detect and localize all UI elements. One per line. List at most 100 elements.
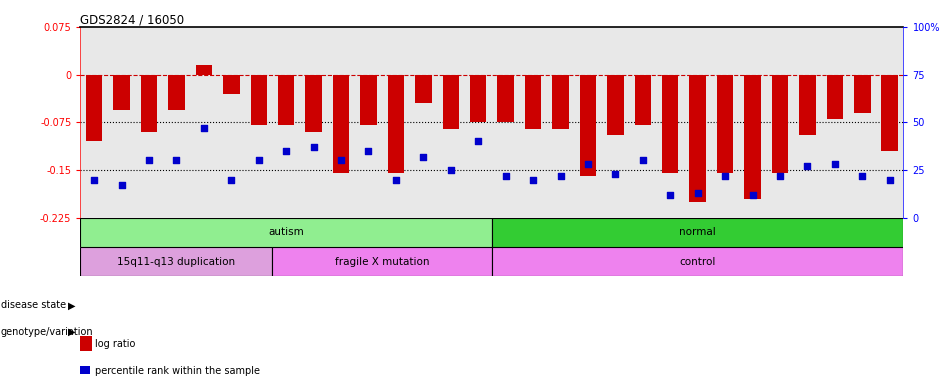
Bar <box>876 27 903 218</box>
Bar <box>717 74 733 173</box>
Bar <box>223 74 239 94</box>
Point <box>690 190 705 196</box>
Text: GDS2824 / 16050: GDS2824 / 16050 <box>80 14 184 27</box>
Bar <box>574 27 602 218</box>
Bar <box>108 27 135 218</box>
Bar <box>745 74 761 199</box>
Bar <box>849 27 876 218</box>
Bar <box>799 74 815 135</box>
Bar <box>525 74 541 129</box>
Bar <box>163 27 190 218</box>
Bar <box>498 74 514 122</box>
Text: normal: normal <box>679 227 716 237</box>
Bar <box>464 27 492 218</box>
Point <box>470 138 486 144</box>
Bar <box>711 27 739 218</box>
Bar <box>580 74 596 176</box>
Point <box>114 182 129 189</box>
Text: ▶: ▶ <box>68 327 76 337</box>
Point <box>717 173 732 179</box>
Bar <box>635 74 651 126</box>
Point <box>772 173 787 179</box>
Text: disease state: disease state <box>1 300 66 310</box>
Bar <box>168 74 184 109</box>
Bar <box>607 74 623 135</box>
Bar <box>141 74 157 132</box>
Point <box>854 173 869 179</box>
Point <box>580 161 596 167</box>
Bar <box>382 27 410 218</box>
Bar <box>629 27 657 218</box>
Bar <box>552 74 569 129</box>
Bar <box>327 27 355 218</box>
Point <box>87 177 101 183</box>
Point <box>141 157 156 164</box>
Point <box>552 173 568 179</box>
Bar <box>492 218 903 247</box>
Bar <box>739 27 766 218</box>
Point <box>415 154 430 160</box>
Bar <box>388 74 404 173</box>
Bar <box>662 74 678 173</box>
Bar <box>690 74 706 202</box>
Bar <box>415 74 431 103</box>
Bar <box>772 74 788 173</box>
Bar <box>272 27 300 218</box>
Bar <box>278 74 294 126</box>
Bar <box>794 27 821 218</box>
Bar <box>492 27 519 218</box>
Point <box>882 177 897 183</box>
Bar <box>854 74 870 113</box>
Bar <box>492 247 903 276</box>
Point <box>333 157 348 164</box>
Text: control: control <box>679 257 716 267</box>
Point <box>168 157 184 164</box>
Bar <box>519 27 547 218</box>
Point <box>607 171 622 177</box>
Point <box>278 148 293 154</box>
Text: percentile rank within the sample: percentile rank within the sample <box>95 366 259 376</box>
Bar <box>437 27 464 218</box>
Bar <box>196 65 212 74</box>
Point <box>745 192 761 198</box>
Point <box>196 125 211 131</box>
Text: fragile X mutation: fragile X mutation <box>335 257 429 267</box>
Point <box>223 177 238 183</box>
Point <box>525 177 540 183</box>
Point <box>827 161 842 167</box>
Point <box>388 177 403 183</box>
Bar <box>470 74 486 122</box>
Bar <box>86 74 102 141</box>
Bar <box>766 27 794 218</box>
Point <box>443 167 458 173</box>
Bar <box>827 74 843 119</box>
Bar <box>218 27 245 218</box>
Bar <box>80 27 108 218</box>
Text: log ratio: log ratio <box>95 339 135 349</box>
Bar <box>684 27 711 218</box>
Text: autism: autism <box>269 227 304 237</box>
Text: 15q11-q13 duplication: 15q11-q13 duplication <box>117 257 236 267</box>
Bar <box>657 27 684 218</box>
Point <box>498 173 513 179</box>
Point <box>635 157 650 164</box>
Bar <box>251 74 267 126</box>
Bar <box>190 27 218 218</box>
Bar <box>272 247 492 276</box>
Bar <box>333 74 349 173</box>
Bar <box>882 74 898 151</box>
Bar <box>443 74 459 129</box>
Bar <box>114 74 130 109</box>
Point <box>799 163 815 169</box>
Text: genotype/variation: genotype/variation <box>1 327 94 337</box>
Bar <box>355 27 382 218</box>
Bar <box>300 27 327 218</box>
Point <box>251 157 267 164</box>
Text: ▶: ▶ <box>68 300 76 310</box>
Point <box>360 148 376 154</box>
Bar <box>360 74 377 126</box>
Bar <box>80 218 492 247</box>
Bar <box>80 247 272 276</box>
Bar <box>410 27 437 218</box>
Bar <box>135 27 163 218</box>
